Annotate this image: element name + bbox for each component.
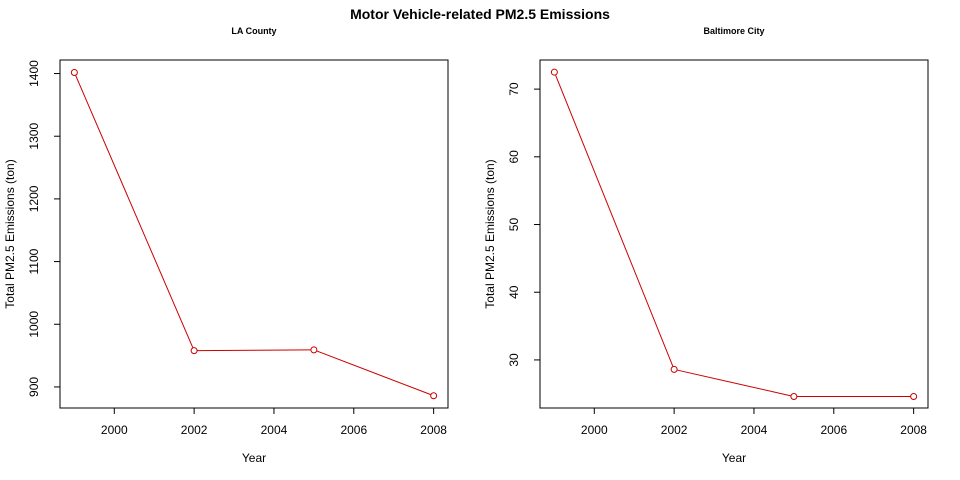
la-county-title: LA County — [231, 26, 276, 36]
la-county-y-tick-label: 1100 — [27, 248, 41, 274]
baltimore-city-data-point — [550, 68, 558, 76]
la-county-y-tick-label: 1400 — [27, 60, 41, 87]
baltimore-city-x-tick-label: 2000 — [581, 423, 608, 437]
baltimore-city-y-tick-label: 70 — [507, 82, 521, 96]
la-county-series-segment — [316, 350, 432, 396]
baltimore-city-y-tick-label: 30 — [507, 353, 521, 367]
la-county-data-point — [190, 347, 198, 355]
la-county-series-segment — [197, 349, 311, 352]
la-county-y-axis-label: Total PM2.5 Emissions (ton) — [3, 159, 17, 308]
baltimore-city-title: Baltimore City — [703, 26, 764, 36]
la-county-x-tick-label: 2008 — [420, 423, 447, 437]
baltimore-city-x-tick-label: 2006 — [820, 423, 847, 437]
la-county-x-tick-label: 2006 — [340, 423, 367, 437]
la-county-x-tick-label: 2002 — [181, 423, 208, 437]
baltimore-city-data-point — [910, 392, 918, 400]
la-county-y-tick-label: 1000 — [27, 311, 41, 338]
la-county-x-axis-label: Year — [242, 451, 266, 465]
baltimore-city-data-point — [670, 365, 678, 373]
la-county-plot-frame — [59, 59, 449, 409]
baltimore-city-x-tick-label: 2002 — [661, 423, 688, 437]
la-county-x-tick-label: 2000 — [101, 423, 128, 437]
main-title: Motor Vehicle-related PM2.5 Emissions — [350, 6, 610, 22]
baltimore-city-x-axis-label: Year — [722, 451, 746, 465]
la-county-panel: LA County 2000 2002 2004 2006 2008 Year 900 1000… — [3, 26, 449, 465]
la-county-x-tick-label: 2004 — [261, 423, 288, 437]
baltimore-city-y-tick-label: 40 — [507, 285, 521, 299]
la-county-data-point — [70, 68, 78, 76]
baltimore-city-y-axis-label: Total PM2.5 Emissions (ton) — [483, 159, 497, 308]
baltimore-city-y-tick-label: 50 — [507, 218, 521, 232]
la-county-series-segment — [75, 75, 194, 349]
baltimore-city-y-tick-label: 60 — [507, 150, 521, 164]
la-county-data-point — [430, 392, 438, 400]
la-county-y-tick-label: 1300 — [27, 123, 41, 150]
baltimore-city-series-segment — [676, 369, 792, 397]
baltimore-city-plot-frame — [539, 59, 929, 409]
la-county-data-point — [310, 346, 318, 354]
la-county-y-tick-label: 1200 — [27, 185, 41, 212]
baltimore-city-series-segment — [555, 74, 674, 367]
la-county-y-tick-label: 900 — [27, 377, 41, 397]
baltimore-city-x-tick-label: 2008 — [900, 423, 927, 437]
baltimore-city-panel: Baltimore City 2000 2002 2004 2006 2008 Year 30… — [483, 26, 929, 465]
baltimore-city-x-tick-label: 2004 — [741, 423, 768, 437]
baltimore-city-data-point — [790, 392, 798, 400]
